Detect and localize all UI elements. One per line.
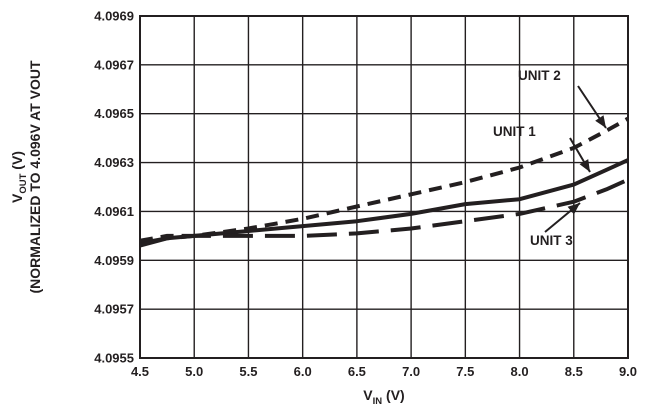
- x-axis-title-sub: IN: [373, 396, 383, 407]
- tick-labels: 4.5 5.0 5.5 6.0 6.5 7.0 7.5 8.0 8.5 9.0 4.0955 4.09…: [94, 9, 637, 380]
- y-tick-label: 4.0959: [94, 253, 134, 268]
- y-tick-label: 4.0963: [94, 155, 134, 170]
- annotation-label: UNIT 2: [518, 68, 561, 83]
- series-line-unit-3: [139, 177, 629, 248]
- x-tick-label: 6.5: [348, 364, 366, 379]
- annotation-arrow-head: [579, 159, 590, 172]
- x-axis-title-unit: (V): [382, 387, 405, 403]
- y-tick-label: 4.0967: [94, 57, 134, 72]
- annotation-arrow-head: [567, 203, 580, 215]
- annotation-arrow-head: [595, 115, 606, 128]
- annotations: UNIT 2 UNIT 1 UNIT 3: [493, 68, 607, 248]
- y-axis-title-sub: OUT: [18, 173, 29, 193]
- x-tick-label: 8.0: [511, 364, 529, 379]
- y-axis-title-main: V: [9, 193, 25, 203]
- svg-text:VOUT (V): VOUT (V): [9, 151, 29, 203]
- series-line-unit-1: [139, 158, 629, 246]
- y-tick-label: 4.0957: [94, 302, 134, 317]
- y-tick-label: 4.0969: [94, 9, 134, 24]
- series-layer: [139, 116, 629, 248]
- y-axis-title: VOUT (V) (NORMALIZED TO 4.096V AT VOUT: [9, 60, 43, 294]
- y-tick-label: 4.0955: [94, 351, 134, 366]
- x-tick-label: 4.5: [131, 364, 149, 379]
- x-tick-label: 9.0: [619, 364, 637, 379]
- x-tick-label: 7.5: [456, 364, 474, 379]
- grid: [140, 16, 628, 358]
- x-axis-title: VIN (V): [363, 387, 404, 407]
- x-axis-title-main: V: [363, 387, 373, 403]
- x-tick-label: 5.0: [185, 364, 203, 379]
- annotation-label: UNIT 3: [530, 233, 573, 248]
- x-tick-label: 8.5: [565, 364, 583, 379]
- y-axis-title-line2: (NORMALIZED TO 4.096V AT VOUT: [27, 60, 43, 294]
- y-axis-title-unit: (V): [9, 151, 25, 174]
- x-tick-label: 5.5: [239, 364, 257, 379]
- plot-frame: [139, 15, 629, 359]
- x-tick-label: 7.0: [402, 364, 420, 379]
- x-tick-label: 6.0: [294, 364, 312, 379]
- series-line-unit-2: [139, 116, 629, 243]
- y-tick-label: 4.0965: [94, 106, 134, 121]
- annotation-label: UNIT 1: [493, 124, 536, 139]
- y-tick-label: 4.0961: [94, 204, 134, 219]
